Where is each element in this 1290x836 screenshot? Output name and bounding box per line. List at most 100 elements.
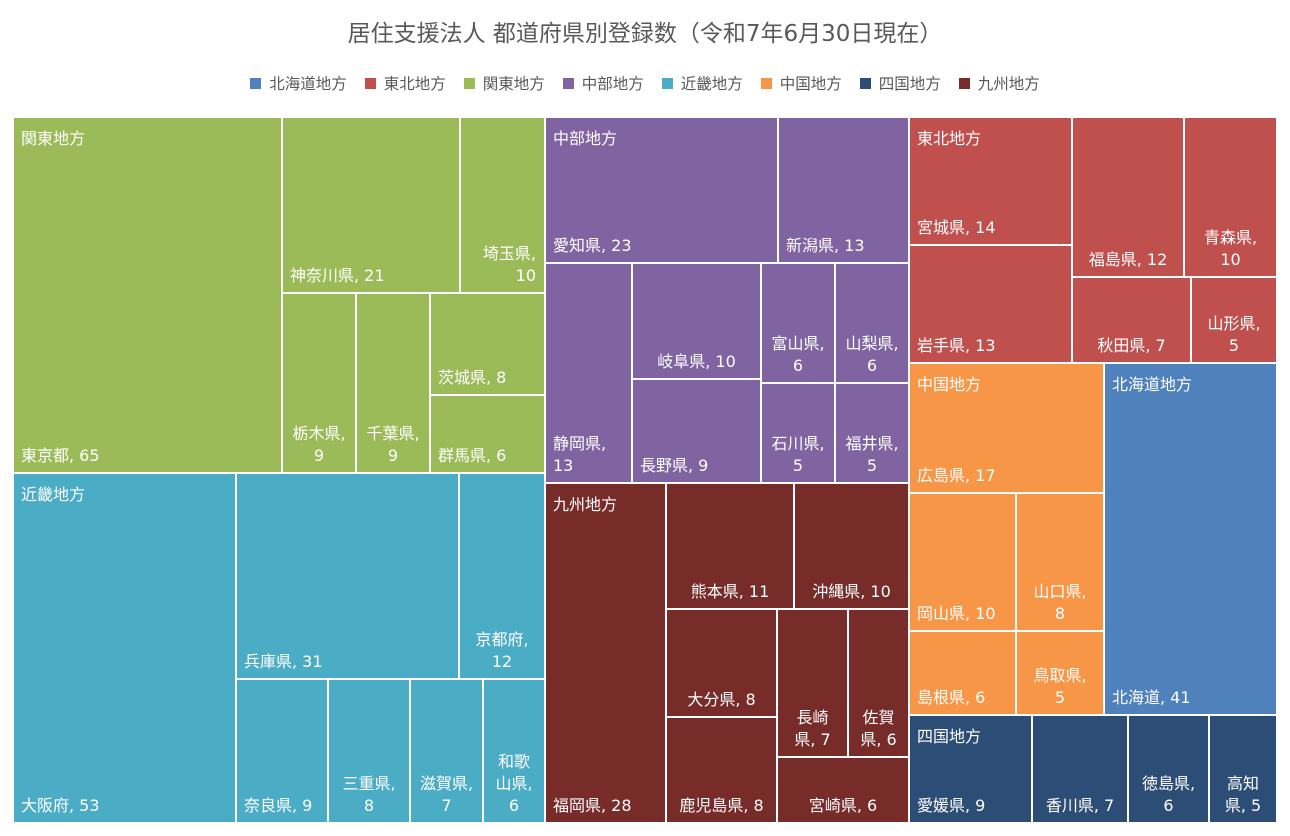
tile-label: 13 (553, 456, 573, 475)
tile-label: 大阪府, 53 (21, 796, 100, 815)
chart-title: 居住支援法人 都道府県別登録数（令和7年6月30日現在） (347, 21, 943, 47)
tile-label: 埼玉県, (483, 244, 536, 263)
tile-label: 5 (867, 456, 877, 475)
tile-label: 9 (388, 446, 398, 465)
legend-label: 九州地方 (977, 75, 1040, 93)
tile-label: 宮崎県, 6 (809, 796, 877, 815)
legend-label: 四国地方 (878, 75, 941, 93)
tile-label: 三重県, (342, 774, 395, 793)
treemap-tile (237, 474, 458, 678)
legend-label: 近畿地方 (680, 75, 743, 93)
treemap-tile (910, 494, 1015, 630)
tile-label: 佐賀 (862, 708, 894, 727)
legend-label: 東北地方 (383, 75, 446, 93)
treemap-tile (1129, 716, 1208, 822)
tile-label: 福井県, (845, 434, 898, 453)
tile-label: 山形県, (1207, 314, 1260, 333)
tile-label: 香川県, 7 (1046, 796, 1114, 815)
legend-item: 近畿地方 (661, 72, 743, 94)
tile-label: 大分県, 8 (687, 690, 755, 709)
treemap-tile (546, 484, 665, 822)
legend-label: 中国地方 (779, 75, 842, 93)
tile-label: 6 (793, 356, 803, 375)
tile-label: 富山県, (771, 334, 824, 353)
tile-label: 秋田県, 7 (1097, 336, 1165, 355)
treemap-tile (910, 364, 1103, 492)
tile-label: 岐阜県, 10 (657, 352, 736, 371)
legend-swatch (250, 77, 262, 89)
treemap-tile (1105, 364, 1276, 714)
treemap-tile (1185, 118, 1276, 276)
tile-label: 8 (364, 796, 374, 815)
tile-label: 京都府, (475, 630, 528, 649)
tile-label: 徳島県, (1142, 774, 1195, 793)
tile-label: 島根県, 6 (917, 688, 985, 707)
legend-item: 中国地方 (760, 72, 842, 94)
tile-label: 千葉県, (366, 424, 419, 443)
treemap-tile (1210, 716, 1276, 822)
tile-label: 青森県, (1204, 228, 1257, 247)
tile-label: 鳥取県, (1033, 666, 1086, 685)
treemap-tile (667, 484, 793, 608)
tile-label: 長崎 (796, 708, 828, 727)
tile-label: 栃木県, (292, 424, 345, 443)
treemap-tile (460, 474, 544, 678)
tile-label: 5 (1229, 336, 1239, 355)
legend-swatch (562, 77, 574, 89)
tile-label: 県, 7 (794, 730, 830, 749)
treemap-tile (910, 246, 1071, 362)
tile-label: 群馬県, 6 (438, 446, 506, 465)
tile-label: 石川県, (771, 434, 824, 453)
legend-item: 九州地方 (958, 72, 1040, 94)
legend-item: 北海道地方 (250, 72, 347, 94)
tile-label: 6 (867, 356, 877, 375)
legend-swatch (661, 77, 673, 89)
legend-label: 北海道地方 (269, 75, 347, 93)
legend-item: 四国地方 (859, 72, 941, 94)
tile-label: 県, 6 (860, 730, 896, 749)
tile-label: 山県, (495, 774, 532, 793)
legend: 北海道地方 東北地方 関東地方 中部地方 近畿地方 中国地方 四国地方 九州地方 (0, 72, 1290, 94)
legend-item: 中部地方 (562, 72, 644, 94)
tile-label: 12 (492, 652, 512, 671)
treemap-tile (431, 294, 544, 394)
group-label: 四国地方 (917, 727, 981, 746)
group-label: 九州地方 (553, 495, 617, 514)
treemap-tile (1017, 494, 1103, 630)
treemap-tile (1017, 632, 1103, 714)
treemap-tile (546, 264, 631, 482)
legend-item: 東北地方 (364, 72, 446, 94)
tile-label: 熊本県, 11 (691, 582, 770, 601)
tile-label: 愛知県, 23 (553, 236, 632, 255)
legend-swatch (760, 77, 772, 89)
treemap-tile (633, 264, 760, 378)
tile-label: 高知 (1227, 774, 1259, 793)
treemap-tile (778, 758, 908, 822)
legend-swatch (364, 77, 376, 89)
treemap-tile (910, 118, 1071, 244)
group-label: 北海道地方 (1112, 375, 1192, 394)
tile-label: 奈良県, 9 (244, 796, 312, 815)
treemap-tile (795, 484, 908, 608)
treemap-tile (546, 118, 777, 262)
treemap-tile (484, 680, 544, 822)
tile-label: 7 (441, 796, 451, 815)
tile-label: 鹿児島県, 8 (679, 796, 763, 815)
tile-label: 広島県, 17 (917, 466, 996, 485)
legend-swatch (859, 77, 871, 89)
treemap-tile (1073, 118, 1183, 276)
tile-label: 静岡県, (553, 434, 606, 453)
tile-label: 沖縄県, 10 (812, 582, 891, 601)
treemap-tile (431, 396, 544, 472)
tile-label: 福島県, 12 (1089, 250, 1168, 269)
tile-label: 10 (516, 266, 536, 285)
tile-label: 山梨県, (845, 334, 898, 353)
tile-label: 6 (509, 796, 519, 815)
tile-label: 北海道, 41 (1112, 688, 1191, 707)
treemap-tile (14, 474, 235, 822)
tile-label: 10 (1220, 250, 1240, 269)
tile-label: 愛媛県, 9 (917, 796, 985, 815)
treemap-tile (1073, 278, 1190, 362)
